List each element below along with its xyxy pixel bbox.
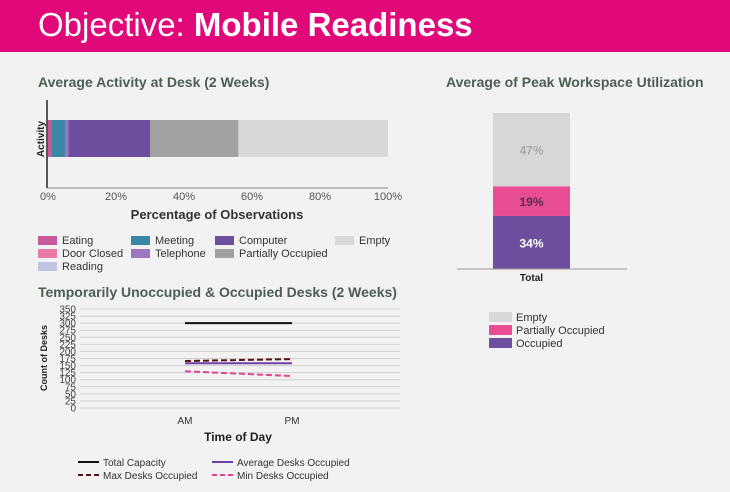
utilization-chart-title: Average of Peak Workspace Utilization [446, 74, 704, 90]
x-tick-label: 80% [309, 191, 331, 203]
legend-label-reading: Reading [62, 261, 103, 273]
legend-label-empty: Empty [359, 235, 391, 247]
bar-segment-meeting [51, 120, 65, 157]
legend-swatch-occupied [489, 338, 512, 348]
legend-swatch-partially-occupied [489, 325, 512, 335]
legend-label-partially-occupied: Partially Occupied [239, 248, 328, 260]
activity-chart: Activity 0% 20% 40% 60% 80% 100% Percentage of … [36, 100, 402, 273]
legend-label-door-closed: Door Closed [62, 248, 123, 260]
x-tick-label: 100% [374, 191, 402, 203]
y-tick-label: 150 [59, 361, 76, 372]
activity-chart-title: Average Activity at Desk (2 Weeks) [38, 74, 270, 90]
x-tick-label: 0% [40, 191, 56, 203]
x-tick-label: 60% [241, 191, 263, 203]
bar-segment-computer [68, 120, 150, 157]
x-axis-label: Time of Day [204, 430, 272, 444]
y-tick-label: 125 [59, 368, 76, 379]
x-tick-label: AM [178, 416, 193, 427]
legend-swatch-partially-occupied [215, 249, 234, 258]
title-main: Mobile Readiness [193, 6, 473, 43]
bar-segment-telephone [65, 120, 69, 157]
y-tick-label: 225 [59, 340, 76, 351]
bar-segment-empty [493, 113, 570, 187]
y-axis-label: Activity [36, 121, 47, 158]
legend-label-empty: Empty [516, 312, 548, 324]
y-tick-label: 350 [59, 305, 76, 316]
legend-swatch-reading [38, 262, 57, 271]
legend-label-min-desks-occupied: Min Desks Occupied [237, 471, 329, 482]
y-axis-label: Count of Desks [39, 325, 49, 391]
x-tick-label: PM [285, 416, 300, 427]
legend-label-occupied: Occupied [516, 338, 562, 350]
legend-swatch-door-closed [38, 249, 57, 258]
data-label-partially-occupied: 19% [519, 195, 543, 209]
data-label-occupied: 34% [519, 236, 543, 250]
bar-segment-empty [238, 120, 388, 157]
y-tick-label: 25 [65, 396, 77, 407]
y-tick-label: 100 [59, 375, 76, 386]
legend-swatch-meeting [131, 236, 150, 245]
y-tick-label: 300 [59, 319, 76, 330]
legend-swatch-eating [38, 236, 57, 245]
legend-label-total-capacity: Total Capacity [103, 458, 166, 469]
x-tick-label: Total [520, 273, 543, 284]
legend-swatch-empty [489, 312, 512, 322]
legend-label-meeting: Meeting [155, 235, 194, 247]
y-tick-label: 275 [59, 326, 76, 337]
legend-label-partially-occupied: Partially Occupied [516, 325, 605, 337]
bar-segment-partially-occupied [493, 186, 570, 216]
bar-segment-partially-occupied [150, 120, 239, 157]
title-prefix: Objective: [38, 6, 185, 43]
desks-chart: 0255075100125150175200225250275300325350… [39, 305, 400, 482]
x-tick-label: 40% [173, 191, 195, 203]
x-axis-label: Percentage of Observations [131, 207, 304, 222]
legend-label-telephone: Telephone [155, 248, 206, 260]
bar-segment-occupied [493, 215, 570, 269]
legend-label-computer: Computer [239, 235, 288, 247]
series-line-max-desks-occupied [184, 358, 293, 363]
legend-label-eating: Eating [62, 235, 93, 247]
legend-label-max-desks-occupied: Max Desks Occupied [103, 471, 197, 482]
legend-label-average-desks-occupied: Average Desks Occupied [237, 458, 350, 469]
series-line-min-desks-occupied [184, 370, 293, 378]
y-tick-label: 0 [70, 404, 76, 415]
title-banner: Objective: Mobile Readiness [0, 0, 730, 52]
data-label-empty: 47% [519, 144, 543, 158]
y-tick-label: 200 [59, 347, 76, 358]
y-tick-label: 50 [65, 389, 77, 400]
desks-chart-title: Temporarily Unoccupied & Occupied Desks … [38, 284, 397, 300]
legend-swatch-computer [215, 236, 234, 245]
y-tick-label: 75 [65, 382, 77, 393]
y-tick-label: 325 [59, 312, 76, 323]
bar-segment-eating [48, 120, 52, 157]
x-tick-label: 20% [105, 191, 127, 203]
page-title: Objective: Mobile Readiness [38, 6, 473, 44]
y-tick-label: 175 [59, 354, 76, 365]
legend-swatch-empty [335, 236, 354, 245]
y-tick-label: 250 [59, 333, 76, 344]
legend-swatch-telephone [131, 249, 150, 258]
